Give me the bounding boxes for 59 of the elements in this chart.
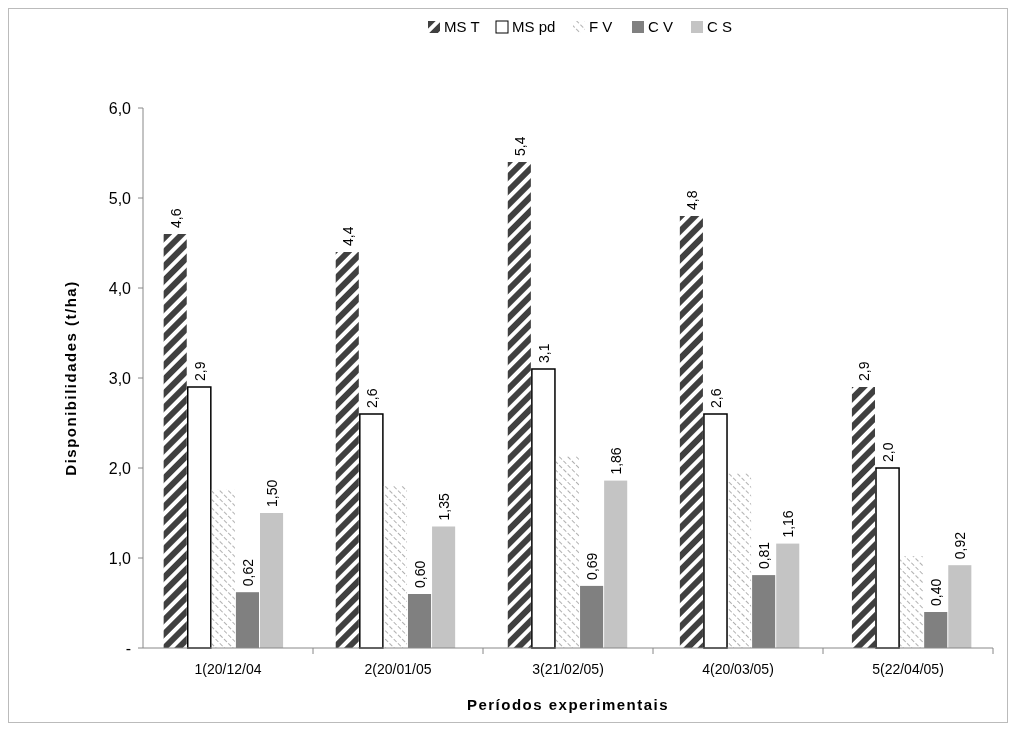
bar [211,489,235,648]
bar [875,467,900,649]
legend-label: C V [648,18,674,35]
bar [555,456,580,648]
y-tick-label: 3,0 [108,369,132,387]
legend-label: MS pd [512,18,556,35]
data-label: 3,1 [535,343,552,363]
x-tick-label: 4(20/03/05) [702,661,774,677]
y-tick-label: 1,0 [108,549,132,567]
data-label: 1,86 [608,447,625,475]
data-label: 2,9 [855,361,872,381]
y-tick-label: 2,0 [108,459,132,477]
bar [163,234,187,648]
data-label: 2,6 [707,388,724,408]
bar [186,386,212,649]
data-label: 4,4 [339,226,356,246]
data-label: 2,6 [363,388,380,408]
legend-label: C S [707,18,733,35]
y-axis-title: Disponibilidades (t/ha) [62,280,79,476]
data-label: 0,60 [412,560,429,588]
bar [679,216,703,648]
bar [260,513,284,648]
data-label: 1,16 [780,510,797,538]
data-label: 1,35 [436,493,453,521]
data-label: 5,4 [511,136,528,156]
bar [359,413,384,649]
y-tick-label: 6,0 [108,99,132,117]
x-tick-label: 5(22/04/05) [872,661,944,677]
data-label: 0,81 [756,541,773,570]
x-tick-label: 1(20/12/04 [194,661,262,677]
data-label: 2,0 [880,442,897,462]
bar [432,526,456,648]
data-label: 0,40 [928,578,945,606]
data-label: 0,92 [952,531,969,560]
x-tick-label: 2(20/01/05 [364,661,432,677]
bar [604,480,628,648]
data-label: 1,50 [264,479,281,507]
bar [507,162,531,648]
x-axis-title: Períodos experimentais [466,696,670,713]
data-label: 4,8 [683,190,700,210]
bar [531,368,556,649]
bar [703,413,728,649]
data-label: 0,69 [584,552,601,580]
bar [900,556,924,648]
bar [948,565,972,648]
bar [383,486,407,648]
bar [728,473,752,648]
legend-label: MS T [444,18,480,35]
data-label: 0,62 [239,558,256,587]
y-tick-label: - [125,639,131,657]
bar [335,252,359,648]
x-tick-label: 3(21/02/05) [532,661,604,677]
data-label: 4,6 [167,208,184,228]
data-label: 2,9 [191,361,208,381]
legend-label: F V [589,18,613,35]
y-tick-label: 5,0 [108,189,132,207]
y-tick-label: 4,0 [108,279,132,297]
bar [776,543,800,648]
bar [851,387,875,648]
